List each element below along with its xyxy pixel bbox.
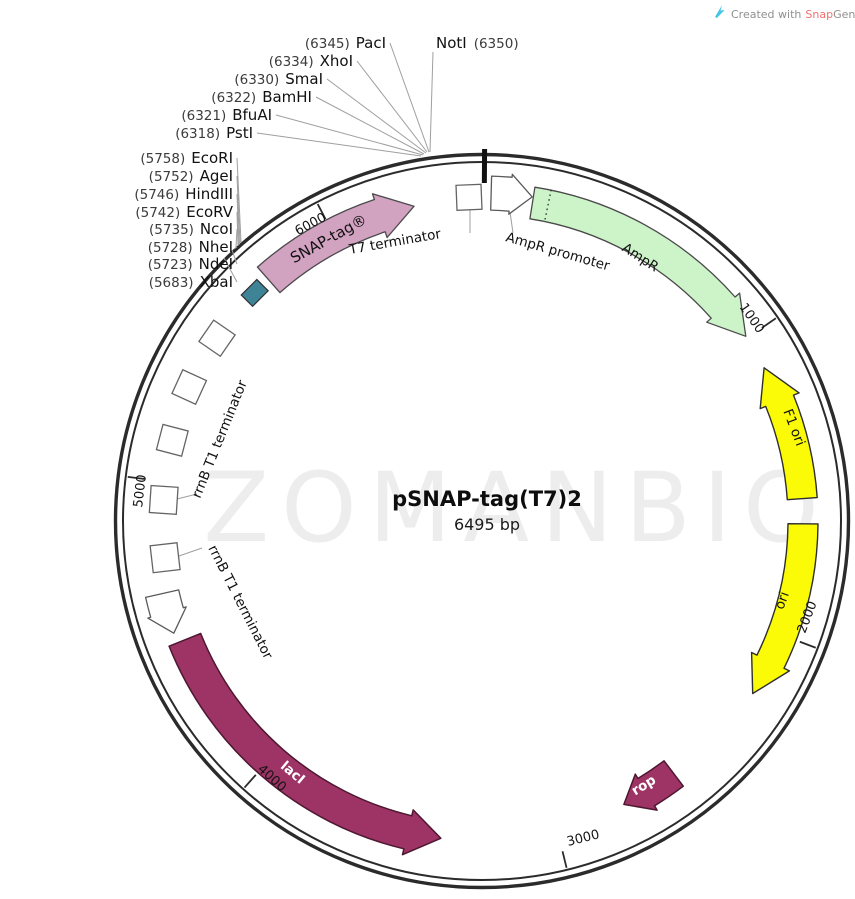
leader-line-5 [256, 132, 422, 157]
watermark-text: ZOMANBIO [203, 452, 830, 564]
created-with-snapgene-label: Created with SnapGene® [731, 8, 855, 21]
site-label-xbai[interactable]: (5683) XbaI [149, 273, 233, 291]
snapgene-brand-gene: Gene® [833, 8, 855, 21]
leader-line-2 [326, 78, 427, 154]
leader-line-4 [275, 114, 424, 156]
ampr-signal-divider-dotted [544, 190, 552, 220]
leader-line-14 [223, 257, 238, 283]
site-label-smai[interactable]: (6330) SmaI [234, 70, 323, 88]
feature-arrow-snap-tag[interactable] [256, 193, 415, 294]
site-label-agei[interactable]: (5752) AgeI [149, 167, 233, 185]
site-label-psti[interactable]: (6318) PstI [175, 124, 253, 142]
plasmid-name: pSNAP-tag(T7)2 [392, 487, 582, 511]
site-label-noti[interactable]: NotI (6350) [436, 34, 519, 52]
feature-arrow-laci[interactable] [168, 632, 442, 856]
scale-tick-4000 [243, 774, 257, 789]
leader-line-3 [315, 96, 425, 155]
leader-line-10 [236, 211, 239, 247]
feature-arrow-ampr-promoter[interactable] [490, 173, 533, 215]
site-label-bamhi[interactable]: (6322) BamHI [211, 88, 312, 106]
created-with-text: Created with [731, 8, 801, 21]
leader-line-6 [429, 51, 434, 153]
feature-arrow-laci-promoter[interactable] [144, 589, 187, 634]
plasmid-size: 6495 bp [454, 515, 520, 534]
terminator-box-1[interactable] [198, 319, 236, 358]
feature-arrow-rop[interactable] [623, 760, 685, 811]
scale-tick-2000 [799, 640, 817, 649]
rrnb-t1-terminator-box-1[interactable] [148, 484, 179, 515]
protein-bind-box-teal[interactable] [240, 278, 269, 308]
leader-line-16 [509, 211, 514, 234]
leader-line-18 [178, 547, 203, 557]
terminator-box-3[interactable] [155, 423, 189, 457]
feature-label-ori[interactable]: ori [772, 590, 793, 612]
feature-arrow-f1-ori[interactable] [759, 367, 818, 501]
snapgene-logo-icon [715, 5, 725, 18]
leader-line-0 [389, 42, 430, 153]
leader-line-9 [236, 193, 240, 246]
site-label-bfuai[interactable]: (6321) BfuAI [181, 106, 272, 124]
site-label-nhei[interactable]: (5728) NheI [148, 238, 233, 256]
leader-line-7 [236, 157, 242, 243]
site-label-ecori[interactable]: (5758) EcoRI [140, 149, 233, 167]
scale-tick-5000 [127, 475, 145, 480]
scale-label-5000: 5000 [131, 474, 150, 509]
leader-line-17 [176, 493, 198, 500]
feature-arrow-ori[interactable] [750, 523, 819, 695]
snapgene-brand-snap: Snap [805, 8, 833, 21]
site-label-xhoi[interactable]: (6334) XhoI [269, 52, 353, 70]
site-label-ecorv[interactable]: (5742) EcoRV [135, 203, 233, 221]
site-label-paci[interactable]: (6345) PacI [305, 34, 386, 52]
leader-line-12 [233, 246, 238, 250]
leader-line-11 [235, 228, 238, 248]
scale-tick-6000 [316, 203, 327, 220]
leader-line-13 [231, 249, 238, 265]
leader-line-8 [236, 175, 241, 244]
feature-arrow-ampr[interactable] [529, 186, 747, 337]
rrnb-t1-terminator-box-2[interactable] [149, 542, 181, 574]
site-label-ncoi[interactable]: (5735) NcoI [149, 220, 233, 238]
leader-line-1 [356, 60, 428, 153]
scale-tick-3000 [561, 851, 568, 869]
site-label-ndei[interactable]: (5723) NdeI [148, 255, 233, 273]
backbone-ring-inner [122, 161, 842, 881]
t7-terminator-box[interactable] [455, 183, 483, 211]
scale-tick-1000 [761, 317, 777, 329]
site-label-hindiii[interactable]: (5746) HindIII [134, 185, 233, 203]
terminator-box-2[interactable] [171, 368, 208, 406]
backbone-ring-outer [113, 152, 851, 890]
scale-label-3000: 3000 [565, 827, 601, 850]
